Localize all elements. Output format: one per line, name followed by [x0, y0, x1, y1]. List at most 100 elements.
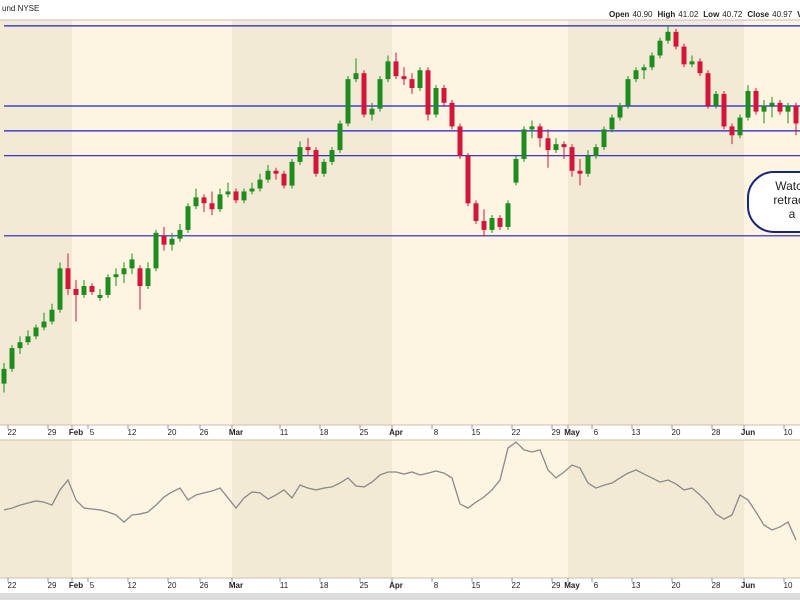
candle-body: [161, 235, 167, 245]
candle-body: [657, 40, 663, 56]
x-tick-label: 11: [280, 428, 289, 437]
x-tick-label: 8: [434, 581, 439, 590]
candle-body: [497, 218, 503, 227]
candle-body: [449, 102, 455, 127]
x-tick-label: 22: [512, 428, 521, 437]
candle-body: [593, 147, 599, 156]
candle-body: [217, 194, 223, 210]
candle-body: [585, 155, 591, 174]
candle-body: [545, 138, 551, 151]
candle-body: [569, 147, 575, 171]
candle-body: [105, 277, 111, 295]
candle-body: [137, 268, 143, 287]
symbol: und NYSE: [2, 4, 39, 13]
x-tick-label: Jun: [741, 428, 755, 437]
annotation-text: Watch: [775, 179, 800, 193]
quote-label: Volume: [797, 10, 800, 19]
candle-body: [129, 259, 135, 269]
candle-body: [529, 126, 535, 130]
x-tick-label: May: [564, 428, 580, 437]
x-tick-label: 10: [784, 581, 793, 590]
x-tick-label: Jun: [741, 581, 755, 590]
candle-body: [609, 117, 615, 130]
x-tick-label: 28: [712, 428, 721, 437]
candle-body: [385, 61, 391, 80]
candle-body: [273, 170, 279, 174]
plot: 22 22 29 29 Feb Feb 5 5 12 12 20 20 26 26 Mar Mar 11 11 18…: [1, 25, 800, 590]
candle-body: [329, 150, 335, 162]
candle-body: [361, 73, 367, 115]
x-tick-label: Mar: [229, 581, 243, 590]
candle-body: [617, 105, 623, 118]
x-tick-label: 22: [8, 428, 17, 437]
bottom-bar: [0, 593, 800, 600]
candle-body: [401, 76, 407, 80]
x-tick-label: 20: [672, 428, 681, 437]
quote-label: High: [657, 10, 675, 19]
candle-body: [369, 108, 375, 115]
x-tick-label: 12: [128, 581, 137, 590]
x-tick-label: 8: [434, 428, 439, 437]
candle-body: [49, 309, 55, 322]
candle-body: [297, 147, 303, 162]
candle-body: [145, 268, 151, 287]
candle-body: [665, 31, 671, 41]
candle-body: [81, 286, 87, 295]
quote-value: 40.72: [722, 10, 743, 19]
candle-body: [249, 188, 255, 192]
candle-body: [305, 147, 311, 151]
x-tick-label: 25: [360, 428, 369, 437]
candle-body: [777, 102, 783, 112]
x-tick-label: 18: [320, 428, 329, 437]
candle-body: [113, 274, 119, 278]
month-band: [568, 20, 744, 425]
month-band: [232, 20, 392, 425]
candle-body: [681, 46, 687, 65]
annotation-text: retrace: [773, 193, 800, 207]
x-tick-label: 20: [672, 581, 681, 590]
x-tick-label: 15: [472, 428, 481, 437]
x-tick-label: 5: [90, 581, 95, 590]
candle-body: [185, 206, 191, 230]
x-tick-label: 26: [200, 428, 209, 437]
x-tick-label: 5: [90, 428, 95, 437]
candle-body: [321, 161, 327, 174]
x-tick-label: Feb: [69, 581, 83, 590]
x-tick-label: Apr: [389, 428, 403, 437]
x-tick-label: 13: [632, 581, 641, 590]
annotation-text: a: [789, 207, 796, 221]
candle-body: [265, 170, 271, 180]
candle-body: [457, 126, 463, 156]
candle-body: [633, 70, 639, 80]
x-tick-label: 18: [320, 581, 329, 590]
x-tick-label: 20: [168, 428, 177, 437]
candle-body: [377, 79, 383, 109]
candle-body: [153, 232, 159, 269]
candle-body: [769, 102, 775, 106]
candle-body: [625, 79, 631, 106]
x-tick-label: 10: [784, 428, 793, 437]
candle-body: [425, 70, 431, 115]
candle-body: [169, 238, 175, 245]
candle-body: [521, 129, 527, 159]
candle-body: [345, 79, 351, 124]
x-tick-label: 22: [512, 581, 521, 590]
x-tick-label: 6: [594, 581, 599, 590]
x-tick-label: 29: [552, 428, 561, 437]
candle-body: [505, 203, 511, 227]
x-tick-label: 29: [552, 581, 561, 590]
candle-body: [641, 67, 647, 71]
candle-body: [289, 161, 295, 186]
candle-body: [473, 203, 479, 222]
candle-body: [705, 73, 711, 106]
candle-body: [89, 286, 95, 292]
candle-body: [433, 87, 439, 115]
quote-value: 40.90: [632, 10, 653, 19]
quote-label: Open: [609, 10, 630, 19]
indicator-line: [3, 441, 797, 541]
x-tick-label: May: [564, 581, 580, 590]
candle-body: [697, 61, 703, 74]
x-tick-label: Feb: [69, 428, 83, 437]
candle-body: [745, 90, 751, 118]
